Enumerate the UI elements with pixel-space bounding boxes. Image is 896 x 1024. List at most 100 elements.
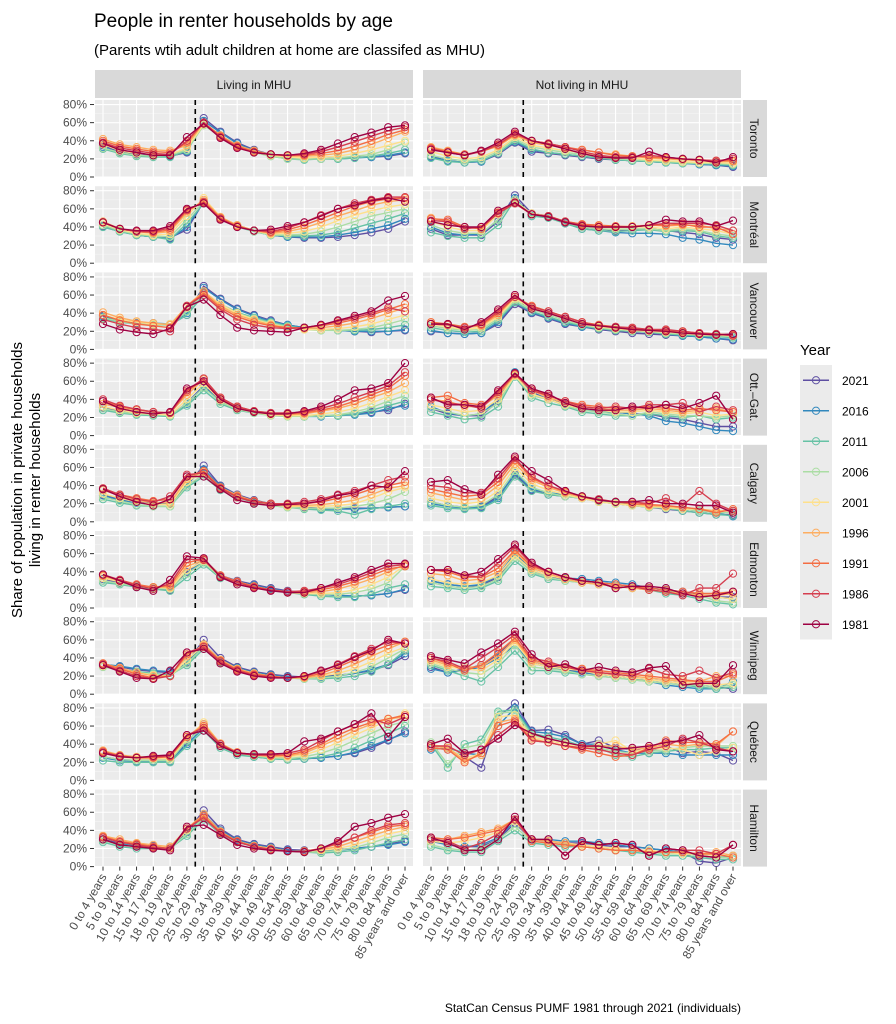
data-point-1981 xyxy=(460,749,469,758)
data-point-1981 xyxy=(678,681,687,690)
data-point-1981 xyxy=(460,325,469,334)
data-point-2001 xyxy=(350,664,359,673)
data-point-2006 xyxy=(98,576,108,585)
data-point-1981 xyxy=(350,133,359,142)
data-point-1981 xyxy=(544,140,553,149)
data-point-1981 xyxy=(166,666,175,675)
data-point-1981 xyxy=(628,582,637,591)
data-point-1981 xyxy=(611,838,620,848)
facet-strip-row xyxy=(743,617,767,695)
y-tick-label: 20% xyxy=(63,238,87,252)
data-point-1996 xyxy=(350,399,359,408)
data-point-1991 xyxy=(594,148,603,157)
data-point-1991 xyxy=(350,577,359,586)
data-point-1981 xyxy=(149,409,158,418)
data-point-1981 xyxy=(384,296,393,305)
data-point-1981 xyxy=(561,218,570,227)
data-point-1981 xyxy=(400,810,410,819)
data-point-1981 xyxy=(477,567,486,576)
data-point-1981 xyxy=(695,501,704,510)
data-point-1981 xyxy=(266,150,275,159)
data-point-2016 xyxy=(728,427,738,436)
legend-label: 1991 xyxy=(842,557,869,571)
data-point-1981 xyxy=(661,738,671,747)
data-point-1981 xyxy=(98,835,108,844)
data-point-1981 xyxy=(426,217,436,226)
y-tick-label: 20% xyxy=(63,841,87,855)
data-point-2016 xyxy=(400,502,410,511)
data-point-1981 xyxy=(594,153,603,162)
data-point-1981 xyxy=(333,837,342,846)
data-point-1986 xyxy=(115,319,124,329)
data-point-2016 xyxy=(400,148,410,157)
data-point-1996 xyxy=(333,584,342,594)
facet-strip-row xyxy=(743,703,767,781)
data-point-2016 xyxy=(695,235,704,244)
data-point-1981 xyxy=(561,144,570,153)
data-point-1981 xyxy=(477,745,486,754)
data-point-2001 xyxy=(384,392,393,401)
data-point-1981 xyxy=(266,673,275,683)
data-point-1981 xyxy=(695,217,704,226)
data-point-1981 xyxy=(98,661,108,670)
legend-label: 1981 xyxy=(842,618,869,632)
data-point-2001 xyxy=(426,574,436,584)
data-point-1981 xyxy=(233,749,242,758)
chart-title: People in renter households by age xyxy=(94,11,393,32)
data-point-1981 xyxy=(426,393,436,402)
data-point-1981 xyxy=(510,627,520,636)
data-point-1991 xyxy=(494,648,503,657)
data-point-2001 xyxy=(527,141,536,150)
data-point-2011 xyxy=(333,506,342,515)
y-tick-label: 0% xyxy=(70,860,88,874)
data-point-1991 xyxy=(443,488,452,497)
y-tick-label: 80% xyxy=(63,615,87,629)
data-point-2006 xyxy=(400,315,410,324)
y-tick-label: 0% xyxy=(70,429,88,443)
data-point-1981 xyxy=(283,328,292,337)
data-point-1981 xyxy=(494,555,503,564)
data-point-1981 xyxy=(611,584,620,593)
data-point-1981 xyxy=(249,407,259,417)
series-line-1981 xyxy=(431,543,734,598)
data-point-1981 xyxy=(561,573,570,582)
data-point-1981 xyxy=(199,199,208,208)
data-point-2001 xyxy=(367,145,376,154)
y-tick-label: 40% xyxy=(63,479,87,493)
data-point-1981 xyxy=(199,554,208,563)
data-point-1981 xyxy=(678,736,687,745)
data-point-1981 xyxy=(728,661,738,670)
data-point-1981 xyxy=(249,148,259,157)
series-line-1986 xyxy=(102,294,406,332)
data-point-1981 xyxy=(443,838,452,848)
data-point-1981 xyxy=(333,578,342,587)
y-tick-label: 0% xyxy=(70,773,88,787)
data-point-1981 xyxy=(544,309,553,318)
data-point-2006 xyxy=(350,588,359,597)
y-tick-label: 0% xyxy=(70,515,88,529)
data-point-2006 xyxy=(350,325,359,334)
data-point-2011 xyxy=(333,593,342,602)
data-point-2016 xyxy=(400,584,410,594)
legend-key-marker-1981 xyxy=(811,620,821,629)
data-point-1986 xyxy=(182,555,191,564)
facet-panel xyxy=(95,186,413,264)
series-line-1981 xyxy=(430,724,734,754)
data-point-1981 xyxy=(199,295,208,304)
data-point-1981 xyxy=(216,830,225,840)
data-point-1981 xyxy=(661,400,671,409)
data-point-1981 xyxy=(561,398,570,408)
facet-panel xyxy=(95,789,413,868)
data-point-2006 xyxy=(300,230,309,239)
data-point-1981 xyxy=(149,151,158,160)
data-point-2016 xyxy=(367,741,376,751)
data-point-2016 xyxy=(367,408,376,418)
data-point-1981 xyxy=(594,406,603,415)
data-point-1981 xyxy=(712,501,721,510)
series-line-1981 xyxy=(102,555,405,594)
data-point-1981 xyxy=(426,652,436,661)
data-point-1981 xyxy=(712,222,721,231)
data-point-1986 xyxy=(367,568,376,577)
data-point-1991 xyxy=(350,142,359,151)
data-point-1981 xyxy=(233,404,242,413)
